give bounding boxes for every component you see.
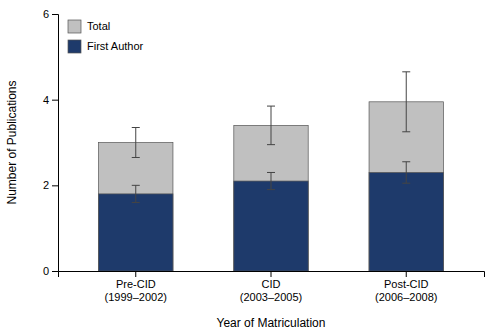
plot-area: 0 2 4 6 Pre-CID(1999–2002) CID(2003–2005) Post… (43, 8, 485, 303)
error-bars (132, 162, 410, 203)
tick-label: Post-CID(2006–2008) (375, 278, 437, 303)
tick-label: Pre-CID(1999–2002) (105, 278, 167, 303)
bar-series (99, 102, 444, 271)
error-bar (267, 106, 275, 145)
bar-series (99, 172, 444, 271)
tick-label: 0 (43, 265, 49, 277)
bar (99, 194, 173, 271)
legend-swatch (68, 40, 81, 53)
x-axis-title: Year of Matriculation (217, 316, 326, 330)
tick-mark (52, 14, 58, 15)
legend-item: Total (68, 20, 110, 33)
tick: 0 (43, 265, 58, 277)
tick-mark (406, 271, 407, 277)
tick-mark (271, 271, 272, 277)
error-bar (267, 172, 275, 189)
chart: 0 2 4 6 Pre-CID(1999–2002) CID(2003–2005) Post… (0, 0, 500, 335)
tick-mark (52, 100, 58, 101)
legend-swatch (68, 20, 81, 33)
tick-mark (52, 185, 58, 186)
tick-label: 6 (43, 8, 49, 20)
marks (99, 72, 444, 271)
tick: 6 (43, 8, 58, 20)
bar (369, 172, 443, 271)
axis-line (52, 15, 59, 272)
legend-label: Total (87, 20, 110, 32)
error-bar (132, 185, 140, 202)
tick: 2 (43, 179, 58, 191)
x-axis: Pre-CID(1999–2002) CID(2003–2005) Post-CID… (59, 271, 485, 303)
tick-label: 4 (43, 94, 49, 106)
y-axis: 0 2 4 6 (43, 8, 59, 277)
tick-mark (135, 271, 136, 277)
tick-mark (52, 271, 58, 272)
tick: CID(2003–2005) (240, 271, 302, 303)
error-bar (132, 128, 140, 158)
tick: Pre-CID(1999–2002) (105, 271, 167, 303)
bar (234, 125, 308, 271)
legend-item: First Author (68, 40, 144, 53)
legend-label: First Author (87, 40, 144, 52)
error-bars (132, 72, 410, 158)
bar (234, 181, 308, 271)
bar (99, 143, 173, 272)
axis-line (59, 272, 485, 278)
tick-label: CID(2003–2005) (240, 278, 302, 303)
error-bar (402, 72, 410, 132)
y-axis-title: Number of Publications (5, 80, 19, 204)
tick-label: 2 (43, 179, 49, 191)
legend: Total First Author (68, 20, 144, 53)
tick: Post-CID(2006–2008) (375, 271, 437, 303)
error-bar (402, 162, 410, 183)
tick: 4 (43, 94, 58, 106)
